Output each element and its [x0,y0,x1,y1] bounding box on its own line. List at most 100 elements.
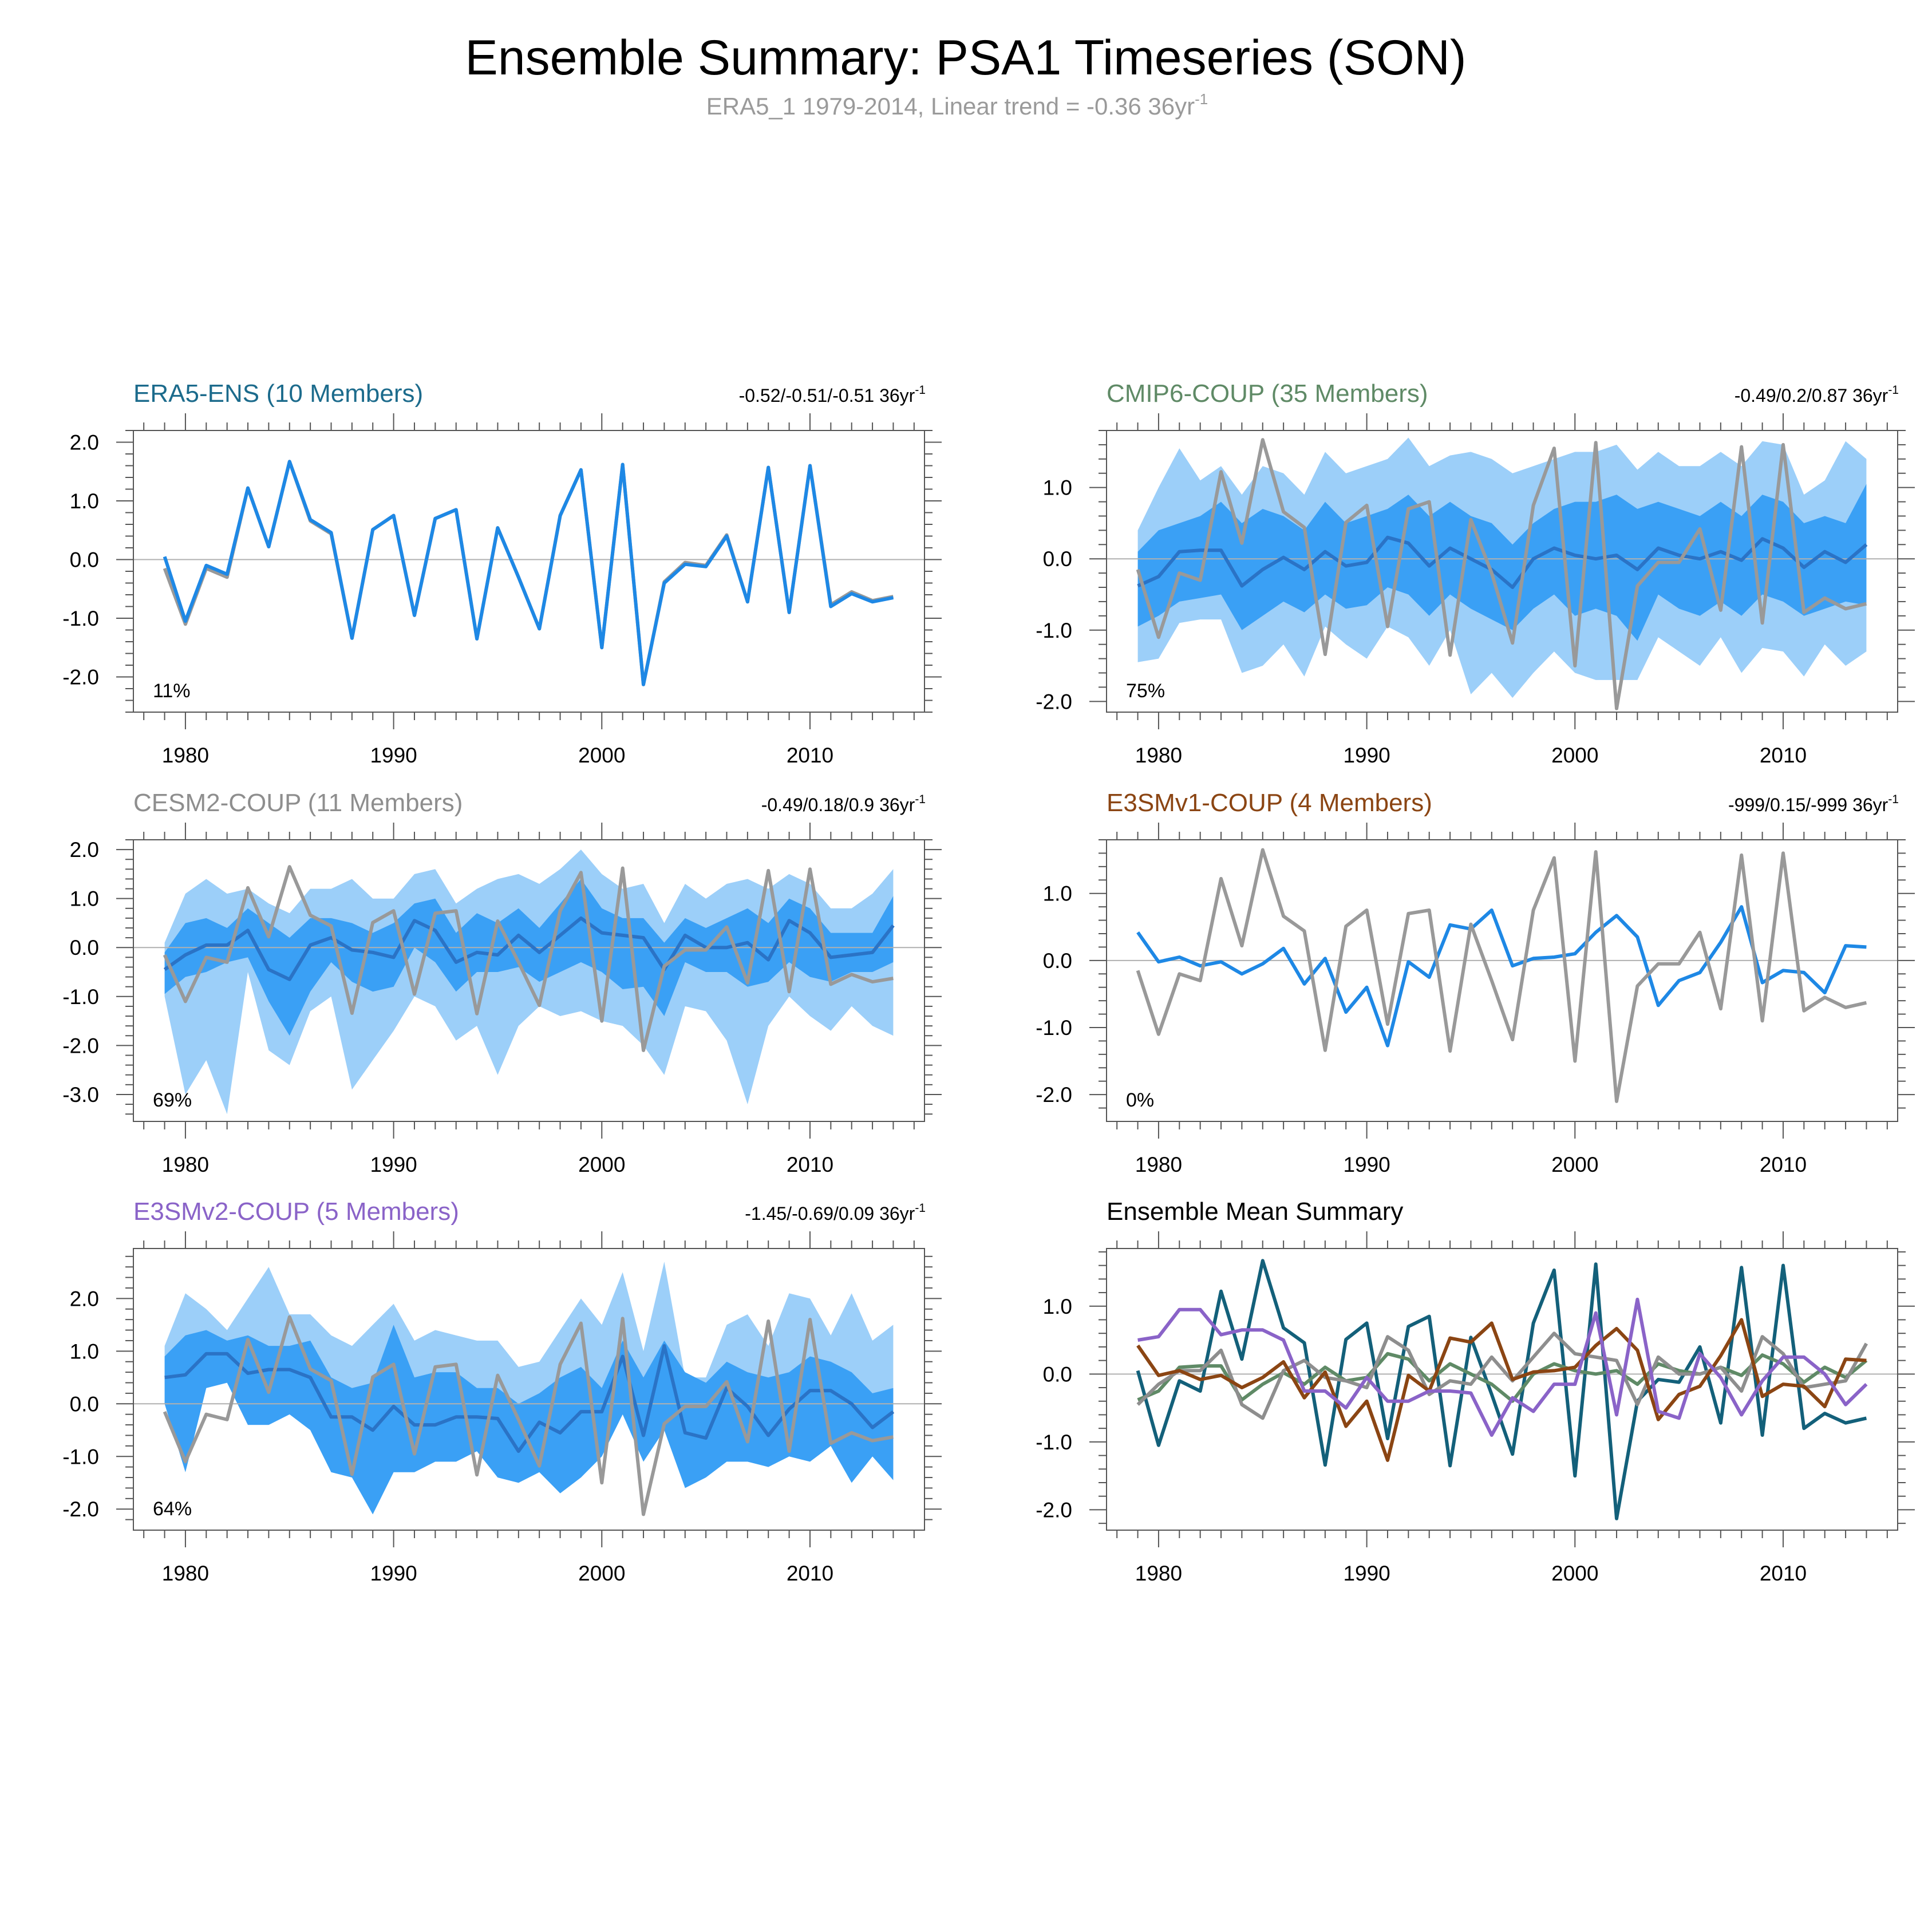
x-tick-label: 1980 [1135,1153,1182,1176]
x-tick-label: 1990 [1343,1562,1390,1585]
y-tick-label: 1.0 [1043,476,1072,500]
x-tick-label: 2010 [1760,1562,1807,1585]
ensemble-mean-line [164,1344,895,1453]
y-tick-label: -3.0 [62,1083,99,1107]
panel-4: E3SMv1-COUP (4 Members) -999/0.15/-999 36… [1036,789,1915,1176]
y-tick-label: 0.0 [70,548,99,572]
y-tick-label: -2.0 [62,666,99,689]
tick-marks [1089,823,1915,1139]
ensemble-mean-line [1136,905,1867,1048]
plot-data [1107,1259,1898,1520]
ensemble-mean-line [163,916,895,981]
x-tick-label: 2010 [787,1153,833,1176]
x-tick-label: 2000 [578,1153,625,1176]
panel-1: ERA5-ENS (10 Members) -0.52/-0.51/-0.51 3… [62,380,942,767]
x-tick-label: 2000 [1551,1153,1598,1176]
obs-line [163,865,894,1052]
plot-data [133,1262,924,1516]
y-tick-label: 1.0 [70,489,99,513]
trend-label: -0.49/0.2/0.87 36yr-1 [1735,384,1899,406]
figure-title: Ensemble Summary: PSA1 Timeseries (SON) [465,30,1466,85]
percent-label: 75% [1126,680,1165,702]
series-line-e3smv1-coup [1136,1318,1867,1462]
panel-title: ERA5-ENS (10 Members) [133,380,423,408]
percent-label: 69% [153,1089,192,1111]
y-tick-label: 2.0 [70,1287,99,1310]
x-tick-label: 1980 [1135,744,1182,767]
spread-band-inner [1137,484,1867,641]
figure-subtitle: ERA5_1 1979-2014, Linear trend = -0.36 3… [706,90,1208,120]
x-tick-label: 1990 [1343,744,1390,767]
y-tick-label: -1.0 [1036,1431,1072,1454]
trend-label: -999/0.15/-999 36yr-1 [1728,793,1899,815]
x-tick-label: 2000 [578,1562,625,1585]
y-tick-label: -1.0 [62,985,99,1009]
y-tick-label: 0.0 [1043,547,1072,571]
trend-value: -0.49/0.18/0.9 36yr [761,795,915,815]
y-tick-label: -1.0 [1036,1016,1072,1040]
y-tick-label: -2.0 [62,1034,99,1057]
tick-marks [116,1231,942,1547]
panel-5: E3SMv2-COUP (5 Members) -1.45/-0.69/0.09 … [62,1198,942,1585]
y-tick-label: -2.0 [1036,690,1072,713]
figure-subtitle-text: ERA5_1 1979-2014, Linear trend = -0.36 3… [706,93,1195,120]
x-tick-label: 1990 [1343,1153,1390,1176]
panel-title: CMIP6-COUP (35 Members) [1107,380,1428,408]
y-tick-label: 1.0 [1043,1295,1072,1318]
y-tick-label: -1.0 [62,607,99,630]
y-tick-label: -1.0 [62,1445,99,1468]
tick-marks [1089,1231,1915,1547]
x-tick-label: 1990 [370,1153,417,1176]
y-tick-label: 1.0 [70,1340,99,1363]
trend-sup: -1 [1888,384,1899,397]
panel-title: E3SMv1-COUP (4 Members) [1107,789,1432,817]
percent-label: 64% [153,1498,192,1520]
x-tick-label: 1980 [1135,1562,1182,1585]
x-tick-label: 2010 [787,744,833,767]
plot-frame [133,839,925,1122]
plot-frame [1106,839,1898,1122]
y-tick-label: 2.0 [70,838,99,862]
x-tick-label: 1980 [162,744,209,767]
percent-label: 11% [153,680,191,702]
series-line-e3smv2-coup [1137,1297,1868,1437]
x-tick-label: 1990 [370,744,417,767]
y-tick-label: 2.0 [70,431,99,455]
panels: ERA5-ENS (10 Members) -0.52/-0.51/-0.51 3… [62,380,1915,1585]
y-tick-label: 1.0 [1043,882,1072,906]
obs-line [1136,438,1867,710]
y-tick-label: -2.0 [1036,1498,1072,1522]
plot-data [1107,848,1898,1103]
y-tick-label: 1.0 [70,887,99,911]
x-tick-label: 1990 [370,1562,417,1585]
panel-title: CESM2-COUP (11 Members) [133,789,463,817]
panel-title: Ensemble Mean Summary [1107,1198,1403,1226]
x-tick-label: 2010 [1760,1153,1807,1176]
tick-marks [116,823,942,1139]
trend-label: -0.52/-0.51/-0.51 36yr-1 [739,384,926,406]
plot-frame [133,1248,925,1531]
trend-sup: -1 [915,793,926,806]
series-line-cesm2-coup [1136,1332,1868,1420]
x-tick-label: 2000 [1551,744,1598,767]
panel-3: CESM2-COUP (11 Members) -0.49/0.18/0.9 36… [62,789,942,1176]
obs-line [1136,848,1867,1103]
ensemble-mean-line [1137,535,1868,589]
trend-label: -0.49/0.18/0.9 36yr-1 [761,793,926,815]
trend-sup: -1 [915,1202,926,1215]
figure-subtitle-sup: -1 [1195,90,1208,108]
trend-value: -999/0.15/-999 36yr [1728,795,1888,815]
plot-data [133,460,924,686]
percent-label: 0% [1126,1089,1154,1111]
x-tick-label: 1980 [162,1153,209,1176]
trend-label: -1.45/-0.69/0.09 36yr-1 [745,1202,926,1224]
trend-value: -1.45/-0.69/0.09 36yr [745,1203,915,1224]
trend-sup: -1 [915,384,926,397]
ensemble-mean-line [163,460,894,686]
y-tick-label: -2.0 [62,1498,99,1521]
y-tick-label: 0.0 [70,936,99,959]
plot-frame [1106,1248,1898,1531]
trend-value: -0.49/0.2/0.87 36yr [1735,385,1888,406]
plot-frame [133,430,925,713]
y-tick-label: 0.0 [1043,1362,1072,1386]
